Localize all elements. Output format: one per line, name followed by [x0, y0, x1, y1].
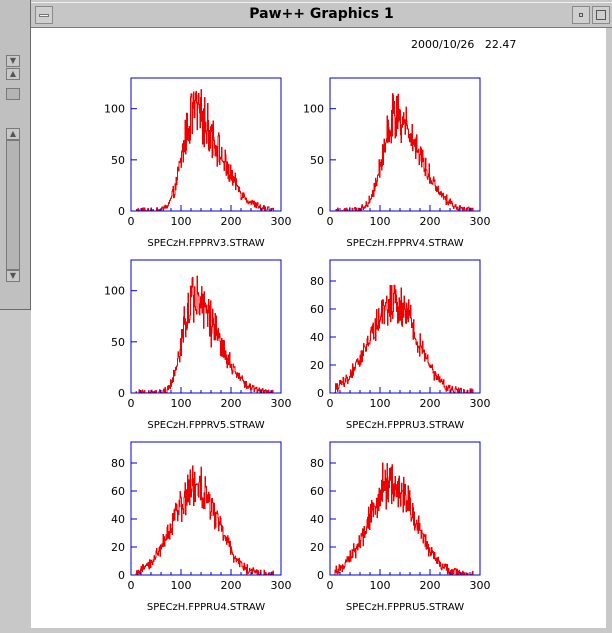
histogram-title: SPECzH.FPPRV3.STRAW — [147, 238, 264, 249]
histogram-panel: 0 100 200 300 0 20 40 60 80 SPECzH.FPPRU4.STRAW — [111, 441, 292, 613]
window-frame-bottom — [31, 628, 612, 633]
window-menu-icon — [39, 14, 49, 17]
y-tick-label: 0 — [317, 205, 324, 218]
histogram-series — [330, 462, 480, 576]
x-tick-label: 300 — [470, 397, 491, 410]
timestamp-label: 2000/10/26 22.47 — [411, 38, 517, 51]
minimize-button[interactable] — [572, 6, 590, 24]
histogram-title: SPECzH.FPPRV5.STRAW — [147, 420, 264, 431]
histogram-title: SPECzH.FPPRU3.STRAW — [346, 420, 464, 431]
plot-frame — [130, 77, 282, 212]
background-window-fragment: ▼ ▲ ▲ ▼ — [0, 0, 31, 310]
plot-frame — [130, 259, 282, 394]
y-tick-label: 60 — [310, 303, 324, 316]
x-tick-label: 0 — [128, 215, 135, 228]
x-tick-label: 200 — [221, 579, 242, 592]
scrollbar-thumb[interactable] — [6, 88, 20, 100]
y-tick-label: 60 — [111, 485, 125, 498]
y-tick-label: 60 — [310, 485, 324, 498]
x-tick-label: 0 — [128, 397, 135, 410]
y-tick-label: 80 — [310, 457, 324, 470]
scroll-up-arrow-icon-2[interactable]: ▲ — [6, 128, 20, 140]
y-tick-label: 0 — [317, 569, 324, 582]
x-tick-label: 0 — [128, 579, 135, 592]
x-tick-label: 300 — [271, 397, 292, 410]
y-tick-label: 100 — [104, 103, 125, 116]
scroll-up-arrow-icon[interactable]: ▲ — [6, 68, 20, 80]
y-tick-label: 20 — [310, 359, 324, 372]
histogram-panel: 0 100 200 300 0 50 100 SPECzH.FPPRV3.STRAW — [104, 77, 292, 249]
graphics-canvas[interactable]: 2000/10/26 22.47 0 100 200 300 0 50 100 SPECzH.… — [31, 28, 606, 628]
histogram-series — [131, 275, 281, 394]
title-bar[interactable]: Paw++ Graphics 1 — [31, 2, 612, 28]
x-tick-label: 100 — [171, 397, 192, 410]
y-tick-label: 40 — [310, 513, 324, 526]
maximize-icon — [596, 10, 606, 20]
y-tick-label: 0 — [118, 569, 125, 582]
y-tick-label: 50 — [111, 336, 125, 349]
y-tick-label: 20 — [111, 541, 125, 554]
x-tick-label: 300 — [271, 215, 292, 228]
x-tick-label: 200 — [420, 215, 441, 228]
histogram-series — [330, 284, 480, 394]
x-tick-label: 300 — [470, 215, 491, 228]
x-tick-label: 200 — [420, 579, 441, 592]
y-tick-label: 0 — [118, 205, 125, 218]
y-tick-label: 100 — [104, 285, 125, 298]
plot-frame — [130, 441, 282, 576]
y-tick-label: 50 — [111, 154, 125, 167]
x-tick-label: 0 — [327, 215, 334, 228]
y-tick-label: 80 — [310, 275, 324, 288]
window-frame-right — [606, 28, 612, 633]
plot-frame — [329, 259, 481, 394]
histogram-title: SPECzH.FPPRV4.STRAW — [346, 238, 463, 249]
x-tick-label: 300 — [470, 579, 491, 592]
histogram-panel: 0 100 200 300 0 50 100 SPECzH.FPPRV5.STRAW — [104, 259, 292, 431]
x-tick-label: 100 — [171, 579, 192, 592]
histogram-series — [131, 89, 281, 212]
x-tick-label: 100 — [171, 215, 192, 228]
x-tick-label: 300 — [271, 579, 292, 592]
histogram-title: SPECzH.FPPRU5.STRAW — [346, 602, 464, 613]
plot-frame — [329, 77, 481, 212]
window-title: Paw++ Graphics 1 — [249, 6, 394, 22]
plot-frame — [329, 441, 481, 576]
histogram-panel: 0 100 200 300 0 50 100 SPECzH.FPPRV4.STRAW — [303, 77, 491, 249]
x-tick-label: 0 — [327, 579, 334, 592]
y-tick-label: 40 — [111, 513, 125, 526]
scroll-down-arrow-icon[interactable]: ▼ — [6, 55, 20, 67]
y-tick-label: 20 — [310, 541, 324, 554]
y-tick-label: 0 — [118, 387, 125, 400]
histogram-title: SPECzH.FPPRU4.STRAW — [147, 602, 265, 613]
histogram-series — [330, 93, 480, 212]
window-menu-button[interactable] — [35, 6, 53, 24]
histogram-panel: 0 100 200 300 0 20 40 60 80 SPECzH.FPPRU5.STRAW — [310, 441, 491, 613]
y-tick-label: 80 — [111, 457, 125, 470]
histogram-panel: 0 100 200 300 0 20 40 60 80 SPECzH.FPPRU3.STRAW — [310, 259, 491, 431]
x-tick-label: 100 — [370, 397, 391, 410]
x-tick-label: 100 — [370, 215, 391, 228]
y-tick-label: 100 — [303, 103, 324, 116]
x-tick-label: 200 — [221, 397, 242, 410]
histogram-series — [131, 465, 281, 576]
scrollbar-track[interactable] — [6, 140, 20, 270]
maximize-button[interactable] — [592, 6, 610, 24]
scroll-down-arrow-icon-2[interactable]: ▼ — [6, 270, 20, 282]
x-tick-label: 100 — [370, 579, 391, 592]
minimize-icon — [579, 13, 583, 17]
y-tick-label: 40 — [310, 331, 324, 344]
x-tick-label: 0 — [327, 397, 334, 410]
y-tick-label: 0 — [317, 387, 324, 400]
y-tick-label: 50 — [310, 154, 324, 167]
x-tick-label: 200 — [420, 397, 441, 410]
x-tick-label: 200 — [221, 215, 242, 228]
